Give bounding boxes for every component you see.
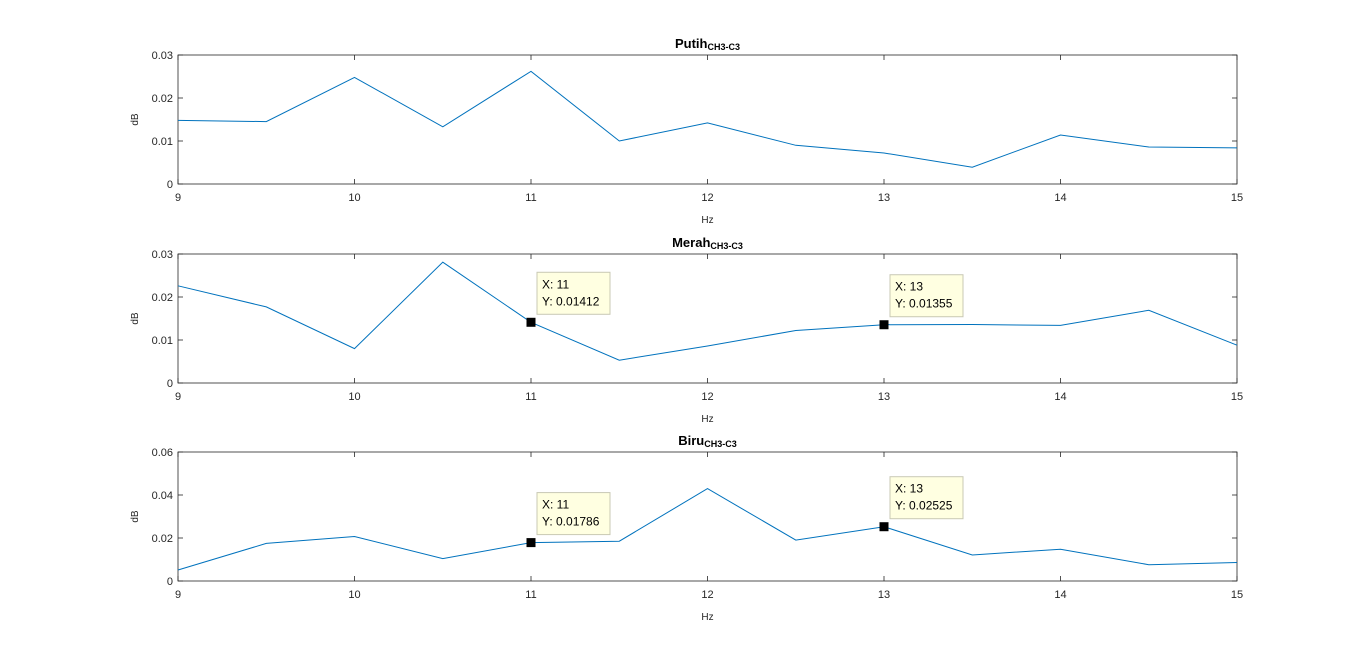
datatip[interactable]: X: 13 Y: 0.01355 [889,274,964,318]
y-tick-label: 0.03 [152,249,173,261]
y-tick-label: 0 [167,378,173,390]
datatip-y-text: Y: 0.01412 [542,294,600,308]
x-tick-label: 13 [878,391,890,403]
y-tick-label: 0 [167,576,173,588]
datatip-y-text: Y: 0.01355 [895,297,953,311]
datatip-marker[interactable] [526,538,536,548]
subplot-1: 9 10 11 12 13 14 15 0 0.01 0.02 0.03 PutihCH3-C3 Hz d… [130,36,1243,226]
x-tick-label: 9 [175,192,181,204]
chart-title: PutihCH3-C3 [675,36,740,52]
datatip-x-text: X: 11 [542,277,569,291]
x-tick-label: 12 [701,192,713,204]
datatip-x-text: X: 13 [895,280,923,294]
x-tick-label: 9 [175,391,181,403]
datatip-y-text: Y: 0.02525 [895,499,953,513]
subplot-3: 9 10 11 12 13 14 15 0 0.02 0.04 0.06 BiruCH3-C3 Hz dB… [130,433,1243,623]
datatip[interactable]: X: 13 Y: 0.02525 [889,476,964,520]
axes-box [177,54,1238,185]
chart-title-subscript: CH3-C3 [704,439,737,449]
x-tick-label: 9 [175,589,181,601]
x-tick-label: 15 [1231,589,1243,601]
y-tick-label: 0.02 [152,533,173,545]
x-tick-label: 11 [525,391,536,403]
subplot-2: 9 10 11 12 13 14 15 0 0.01 0.02 0.03 MerahCH3-C3 Hz d… [130,235,1243,425]
axes-box [177,253,1238,384]
datatip-box [889,476,964,520]
y-tick-label: 0.02 [152,292,173,304]
series-line-1 [177,261,1238,361]
datatip-marker[interactable] [879,522,889,532]
x-axis-label: Hz [701,414,713,425]
x-axis-label: Hz [701,215,713,226]
datatip-x-text: X: 13 [895,482,923,496]
x-tick-label: 15 [1231,391,1243,403]
y-tick-label: 0.01 [152,136,173,148]
x-tick-label: 14 [1054,192,1066,204]
x-tick-label: 13 [878,192,890,204]
series-line-1 [177,488,1238,571]
chart-title-text: Merah [672,235,710,250]
chart-title-subscript: CH3-C3 [710,241,743,251]
x-tick-label: 10 [348,589,360,601]
x-tick-label: 11 [525,589,536,601]
y-axis-label: dB [130,113,141,126]
chart-title: MerahCH3-C3 [672,235,743,251]
datatip-x-text: X: 11 [542,498,569,512]
datatip-marker[interactable] [879,320,889,330]
datatip[interactable]: X: 11 Y: 0.01786 [536,492,611,536]
chart-title-text: Putih [675,36,708,51]
chart-title: BiruCH3-C3 [678,433,737,449]
y-tick-label: 0.01 [152,335,173,347]
y-axis-label: dB [130,510,141,523]
x-axis-label: Hz [701,612,713,623]
chart-title-subscript: CH3-C3 [707,42,740,52]
datatip-box [536,271,611,315]
datatip-box [536,492,611,536]
y-tick-label: 0.06 [152,447,173,459]
x-tick-label: 12 [701,391,713,403]
x-tick-label: 14 [1054,391,1066,403]
datatip-marker[interactable] [526,317,536,327]
x-tick-label: 13 [878,589,890,601]
datatip-box [889,274,964,318]
x-tick-label: 11 [525,192,536,204]
series-line-1 [177,70,1238,168]
axes-box [177,451,1238,582]
y-tick-label: 0.04 [152,490,173,502]
datatip[interactable]: X: 11 Y: 0.01412 [536,271,611,315]
chart-title-text: Biru [678,433,704,448]
datatip-y-text: Y: 0.01786 [542,515,600,529]
y-tick-label: 0.03 [152,50,173,62]
x-tick-label: 14 [1054,589,1066,601]
x-tick-label: 12 [701,589,713,601]
y-axis-label: dB [130,312,141,325]
y-tick-label: 0 [167,179,173,191]
y-tick-label: 0.02 [152,93,173,105]
x-tick-label: 15 [1231,192,1243,204]
x-tick-label: 10 [348,192,360,204]
x-tick-label: 10 [348,391,360,403]
